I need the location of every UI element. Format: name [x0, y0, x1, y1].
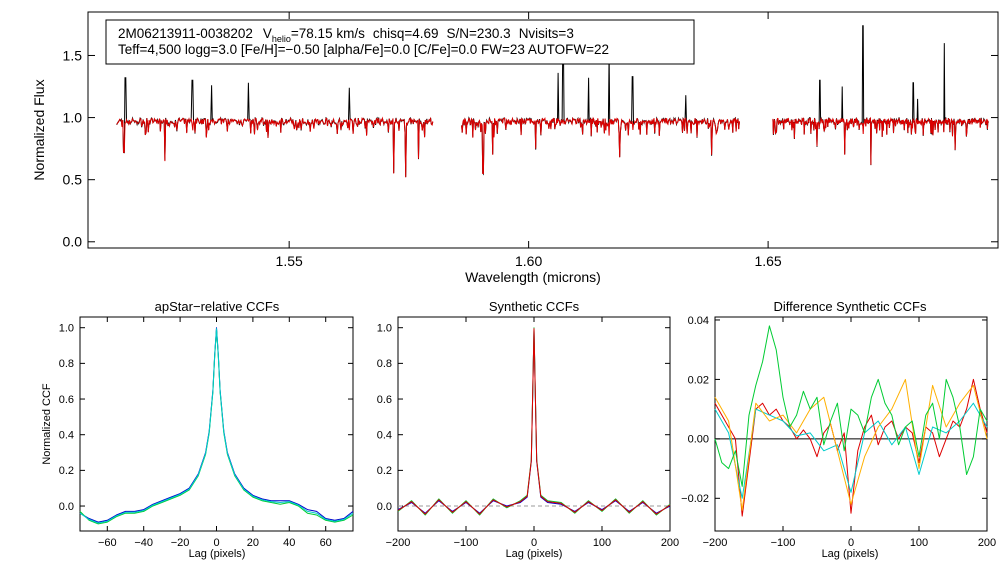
synthetic-ccf-series-2-line	[397, 327, 671, 516]
difference-ccf-series-1-line	[714, 378, 988, 517]
spectrum-y-tick-label: 0.0	[63, 234, 83, 250]
info-vhelio-sub: helio	[272, 34, 291, 44]
apstar-ccf-x-tick-label: −60	[98, 537, 117, 549]
info-star: 2M06213911-0038202	[118, 26, 253, 41]
synthetic-ccf-ticks: −200 −100 0 100 200 0.0 0.2 0.4 0.6 0.8 1.0	[377, 317, 679, 549]
difference-ccf-plot-frame	[714, 316, 988, 532]
spectrum-plot-frame	[87, 11, 999, 249]
synthetic-ccf-y-tick-label: 0.8	[377, 358, 392, 370]
apstar-ccf-series-1-line	[79, 327, 354, 523]
synthetic-ccf-y-tick-label: 1.0	[377, 323, 392, 335]
spectrum-y-tick-label: 1.5	[63, 47, 83, 63]
apstar-ccf-y-tick-label: 0.4	[59, 430, 74, 442]
difference-ccf-y-tick-label: 0.00	[688, 434, 709, 446]
apstar-ccf-x-tick-label: −40	[134, 537, 153, 549]
difference-ccf-x-tick-label: −100	[771, 537, 796, 549]
apstar-ccf-ticks: −60 −40 −20 0 20 40 60 0.0 0.2 0.4 0.6 0.8 1.0	[59, 317, 353, 549]
apstar-ccf-y-tick-label: 0.6	[59, 394, 74, 406]
synthetic-ccf-y-tick-label: 0.6	[377, 394, 392, 406]
spectrum-x-tick-label: 1.60	[515, 253, 542, 269]
apstar-ccf-y-tick-label: 0.2	[59, 465, 74, 477]
spectrum-model-chip-1	[116, 116, 434, 178]
synthetic-ccf-x-tick-label: 100	[593, 537, 611, 549]
spectrum-info-box	[105, 19, 695, 65]
difference-ccf-title: Difference Synthetic CCFs	[774, 299, 927, 314]
spectrum-info-line2: Teff=4,500 logg=3.0 [Fe/H]=−0.50 [alpha/…	[118, 42, 609, 57]
synthetic-ccf-series-3-line	[397, 328, 671, 515]
difference-ccf-y-tick-label: 0.04	[688, 315, 709, 327]
synthetic-ccf-x-tick-label: 200	[661, 537, 679, 549]
apstar-ccf-x-tick-label: 60	[320, 537, 332, 549]
apstar-ccf-y-tick-label: 0.0	[59, 501, 74, 513]
apstar-ccf-x-tick-label: 0	[213, 537, 219, 549]
spectrum-info-line1: 2M06213911-0038202 Vhelio=78.15 km/s chisq…	[118, 26, 574, 44]
difference-ccf-series	[714, 325, 988, 517]
synthetic-ccf-y-tick-label: 0.0	[377, 501, 392, 513]
apstar-ccf-x-tick-label: 40	[283, 537, 295, 549]
spectrum-y-tick-label: 0.5	[63, 172, 83, 188]
spectrum-x-tick-label: 1.65	[754, 253, 781, 269]
apstar-ccf-y-axis-label: Normalized CCF	[41, 383, 53, 465]
info-chisq: chisq=4.69	[373, 26, 439, 41]
spectrum-ticks: 1.55 1.60 1.65 0.0 0.5 1.0 1.5	[63, 12, 998, 269]
spectrum-y-tick-label: 1.0	[63, 109, 83, 125]
spectrum-panel: 1.55 1.60 1.65 0.0 0.5 1.0 1.5 2M06213911-0038…	[31, 11, 999, 285]
apstar-ccf-title: apStar−relative CCFs	[155, 299, 280, 314]
synthetic-ccf-x-tick-label: −100	[454, 537, 479, 549]
difference-ccf-x-tick-label: 0	[848, 537, 854, 549]
apstar-ccf-x-axis-label: Lag (pixels)	[189, 548, 246, 560]
spectrum-model-chip-3	[772, 116, 989, 165]
spectrum-y-axis-label: Normalized Flux	[31, 79, 47, 180]
apstar-ccf-series-2-line	[79, 329, 354, 525]
synthetic-ccf-title: Synthetic CCFs	[489, 299, 580, 314]
spectrum-series	[116, 25, 989, 178]
synthetic-ccf-x-tick-label: 0	[531, 537, 537, 549]
info-vhelio-value: =78.15 km/s	[291, 26, 365, 41]
apstar-ccf-series-3-line	[79, 328, 354, 524]
spectrum-x-axis-label: Wavelength (microns)	[465, 269, 601, 285]
difference-ccf-series-3-line	[714, 378, 988, 511]
difference-ccf-series-2-line	[714, 402, 988, 499]
difference-ccf-y-tick-label: 0.02	[688, 374, 709, 386]
apstar-ccf-x-tick-label: 20	[247, 537, 259, 549]
difference-ccf-x-tick-label: −200	[703, 537, 728, 549]
synthetic-ccf-x-axis-label: Lag (pixels)	[506, 548, 563, 560]
spectrum-x-tick-label: 1.55	[276, 253, 303, 269]
apstar-ccf-series	[79, 327, 354, 525]
difference-ccf-x-axis-label: Lag (pixels)	[822, 548, 879, 560]
info-nvisits: Nvisits=3	[519, 26, 574, 41]
difference-ccf-y-tick-label: −0.02	[681, 493, 709, 505]
apstar-ccf-panel: apStar−relative CCFs −60 −40 −20 0 20 40 60 0.0…	[41, 299, 354, 560]
synthetic-ccf-x-tick-label: −200	[386, 537, 411, 549]
apstar-ccf-y-tick-label: 1.0	[59, 323, 74, 335]
apstar-ccf-x-tick-label: −20	[171, 537, 190, 549]
info-vhelio-prefix: V	[263, 26, 272, 41]
difference-ccf-x-tick-label: 200	[978, 537, 996, 549]
difference-ccf-panel: Difference Synthetic CCFs −200 −100 0 100 20…	[681, 299, 996, 560]
spectrum-observed-chip-3	[772, 25, 989, 166]
apstar-ccf-y-tick-label: 0.8	[59, 358, 74, 370]
difference-ccf-series-4-line	[714, 325, 988, 487]
synthetic-ccf-y-tick-label: 0.2	[377, 465, 392, 477]
synthetic-ccf-series-1-line	[397, 329, 671, 514]
synthetic-ccf-series	[397, 327, 671, 516]
synthetic-ccf-y-tick-label: 0.4	[377, 430, 392, 442]
info-snr: S/N=230.3	[447, 26, 511, 41]
spectrum-model-chip-2	[461, 116, 740, 174]
difference-ccf-x-tick-label: 100	[910, 537, 928, 549]
apstar-ccf-plot-frame	[79, 316, 354, 532]
synthetic-ccf-panel: Synthetic CCFs −200 −100 0 100 200 0.0 0.2 0.4 0…	[377, 299, 679, 560]
